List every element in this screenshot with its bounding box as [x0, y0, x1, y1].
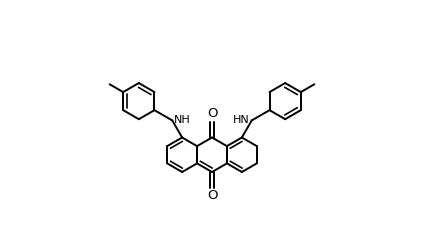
- Text: HN: HN: [233, 115, 250, 124]
- Text: NH: NH: [174, 115, 191, 124]
- Text: O: O: [207, 189, 217, 202]
- Text: O: O: [207, 107, 217, 120]
